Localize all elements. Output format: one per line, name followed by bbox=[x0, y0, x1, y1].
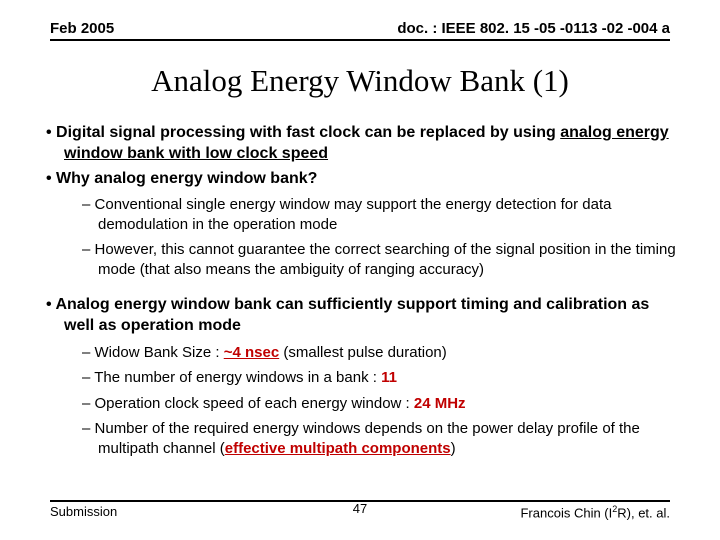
page-title: Analog Energy Window Bank (1) bbox=[40, 63, 680, 99]
header-doc: doc. : IEEE 802. 15 -05 -0113 -02 -004 a bbox=[397, 20, 670, 37]
header: Feb 2005 doc. : IEEE 802. 15 -05 -0113 -… bbox=[50, 20, 670, 41]
footer-left: Submission bbox=[50, 504, 117, 520]
subbullet-1: Conventional single energy window may su… bbox=[78, 195, 680, 234]
red-value: 24 MHz bbox=[414, 395, 466, 412]
red-value: 11 bbox=[381, 369, 397, 386]
footer: Submission Francois Chin (I2R), et. al. bbox=[50, 500, 670, 520]
bullet-2: Why analog energy window bank? bbox=[40, 169, 680, 190]
red-value: effective multipath components bbox=[225, 440, 451, 457]
bullet-list: Digital signal processing with fast cloc… bbox=[40, 123, 680, 458]
subbullet-4: The number of energy windows in a bank :… bbox=[78, 368, 680, 388]
header-date: Feb 2005 bbox=[50, 20, 114, 37]
bullet-1: Digital signal processing with fast cloc… bbox=[40, 123, 680, 165]
subbullet-5: Operation clock speed of each energy win… bbox=[78, 394, 680, 414]
bullet-3: Analog energy window bank can sufficient… bbox=[40, 295, 680, 337]
subbullet-6: Number of the required energy windows de… bbox=[78, 419, 680, 458]
subbullet-2: However, this cannot guarantee the corre… bbox=[78, 240, 680, 279]
red-value: ~4 nsec bbox=[224, 344, 279, 361]
footer-right: Francois Chin (I2R), et. al. bbox=[520, 504, 670, 520]
subbullet-3: Widow Bank Size : ~4 nsec (smallest puls… bbox=[78, 343, 680, 363]
